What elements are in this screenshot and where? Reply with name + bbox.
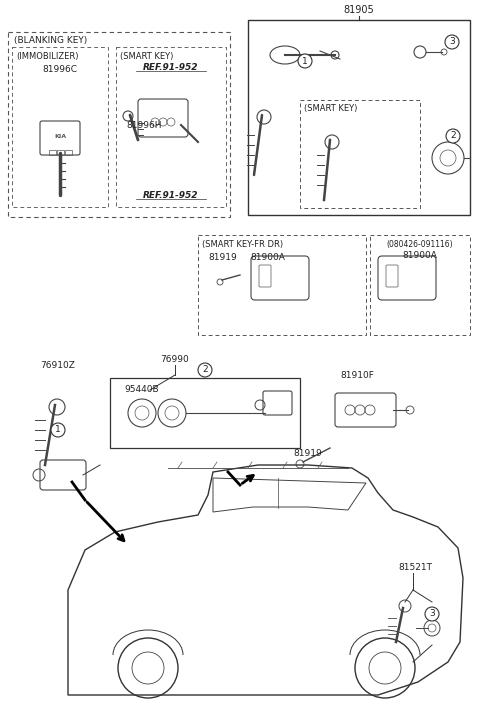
Bar	[248, 20, 470, 215]
Text: REF.91-952: REF.91-952	[143, 190, 199, 199]
Circle shape	[51, 423, 65, 437]
Bar	[48, 150, 56, 155]
Text: 76910Z: 76910Z	[40, 361, 75, 370]
Circle shape	[298, 54, 312, 68]
Text: 3: 3	[429, 609, 435, 619]
Text: 81905: 81905	[344, 5, 374, 15]
Circle shape	[198, 363, 212, 377]
Text: 81910F: 81910F	[340, 370, 374, 380]
Text: (IMMOBILIZER): (IMMOBILIZER)	[16, 52, 79, 61]
Bar	[64, 150, 72, 155]
Bar	[370, 235, 470, 335]
Text: 1: 1	[302, 57, 308, 66]
Text: KIA: KIA	[54, 134, 66, 139]
Text: 81996H: 81996H	[126, 120, 162, 129]
Text: 81900A: 81900A	[403, 250, 437, 259]
Text: 2: 2	[202, 366, 208, 375]
Circle shape	[446, 129, 460, 143]
Text: (BLANKING KEY): (BLANKING KEY)	[14, 37, 87, 45]
Text: 81521T: 81521T	[398, 563, 432, 573]
Text: 81919: 81919	[208, 252, 237, 262]
Bar	[198, 235, 366, 335]
Text: (080426-091116): (080426-091116)	[387, 240, 453, 248]
Bar	[57, 150, 63, 155]
Text: (SMART KEY-FR DR): (SMART KEY-FR DR)	[202, 240, 283, 248]
Bar	[8, 32, 230, 217]
Circle shape	[425, 607, 439, 621]
Text: REF.91-952: REF.91-952	[143, 62, 199, 71]
Circle shape	[445, 35, 459, 49]
Text: 81996C: 81996C	[43, 64, 77, 74]
Text: 2: 2	[450, 132, 456, 141]
Bar	[12, 47, 108, 207]
Text: 3: 3	[449, 37, 455, 47]
Bar	[300, 100, 420, 208]
Text: 81900A: 81900A	[250, 252, 285, 262]
Bar	[110, 378, 300, 448]
Text: 1: 1	[55, 426, 61, 435]
Text: 76990: 76990	[161, 356, 190, 365]
Bar	[116, 47, 226, 207]
Text: (SMART KEY): (SMART KEY)	[120, 52, 173, 61]
Text: 95440B: 95440B	[124, 385, 158, 395]
Text: 81919: 81919	[293, 448, 322, 457]
Text: (SMART KEY): (SMART KEY)	[304, 105, 358, 114]
